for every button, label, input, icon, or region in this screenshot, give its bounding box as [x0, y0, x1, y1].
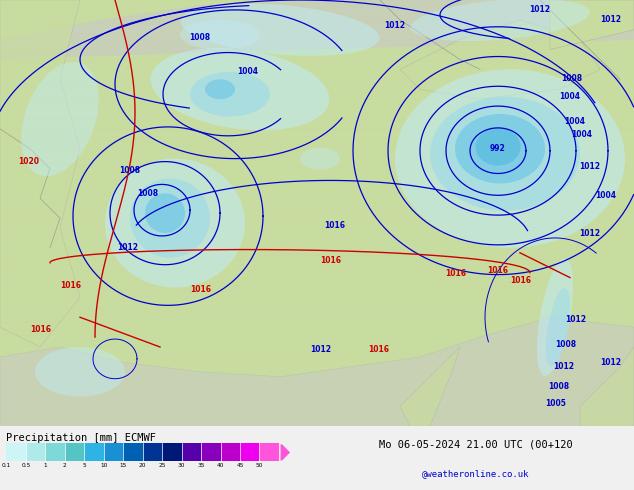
Bar — [123, 443, 143, 462]
Text: 0.1: 0.1 — [2, 463, 11, 467]
Text: 1016: 1016 — [190, 286, 211, 294]
Ellipse shape — [130, 178, 210, 258]
Text: 1008: 1008 — [562, 74, 583, 83]
Ellipse shape — [455, 114, 545, 183]
Text: 20: 20 — [139, 463, 146, 467]
Bar — [181, 443, 201, 462]
Polygon shape — [400, 20, 600, 99]
Ellipse shape — [180, 3, 380, 56]
Text: 1012: 1012 — [600, 15, 621, 24]
Text: 1004: 1004 — [571, 130, 593, 139]
Text: 1008: 1008 — [548, 382, 569, 391]
Ellipse shape — [21, 62, 99, 176]
Bar — [240, 443, 259, 462]
Ellipse shape — [537, 259, 573, 376]
Text: 1008: 1008 — [555, 340, 576, 349]
Text: 10: 10 — [100, 463, 107, 467]
Text: 1012: 1012 — [553, 362, 574, 371]
Bar — [6, 443, 26, 462]
Text: 1008: 1008 — [190, 33, 210, 42]
Bar — [26, 443, 45, 462]
Text: 1004: 1004 — [238, 67, 259, 76]
Ellipse shape — [546, 288, 570, 366]
FancyArrow shape — [280, 444, 290, 461]
Polygon shape — [0, 317, 634, 426]
Text: 2: 2 — [63, 463, 67, 467]
Ellipse shape — [151, 48, 329, 130]
Polygon shape — [580, 347, 634, 426]
Text: Precipitation [mm] ECMWF: Precipitation [mm] ECMWF — [6, 433, 157, 443]
Text: 1004: 1004 — [564, 117, 586, 126]
Ellipse shape — [190, 72, 270, 117]
Polygon shape — [0, 0, 634, 59]
Ellipse shape — [476, 128, 521, 166]
Text: 0.5: 0.5 — [21, 463, 30, 467]
Ellipse shape — [300, 147, 340, 170]
Ellipse shape — [35, 347, 125, 396]
Text: 40: 40 — [217, 463, 224, 467]
Text: 1012: 1012 — [579, 229, 600, 238]
Bar — [162, 443, 181, 462]
Ellipse shape — [180, 20, 260, 49]
Text: 1020: 1020 — [18, 157, 39, 166]
Bar — [201, 443, 221, 462]
Text: 30: 30 — [178, 463, 185, 467]
Text: 1016: 1016 — [487, 266, 508, 274]
Ellipse shape — [145, 194, 185, 233]
Bar — [84, 443, 104, 462]
Text: 1012: 1012 — [117, 243, 138, 252]
Text: 1004: 1004 — [559, 92, 581, 101]
Text: 1012: 1012 — [529, 5, 550, 14]
Text: 1012: 1012 — [579, 162, 600, 171]
Text: 15: 15 — [119, 463, 127, 467]
Text: 5: 5 — [82, 463, 86, 467]
Text: 1012: 1012 — [310, 345, 331, 354]
Ellipse shape — [105, 159, 245, 288]
Bar — [65, 443, 84, 462]
Bar — [143, 443, 162, 462]
Text: 1008: 1008 — [138, 189, 158, 198]
Bar — [259, 443, 279, 462]
Text: 25: 25 — [158, 463, 166, 467]
Polygon shape — [550, 0, 634, 49]
Text: @weatheronline.co.uk: @weatheronline.co.uk — [422, 469, 529, 478]
Text: 1012: 1012 — [384, 21, 406, 30]
Polygon shape — [0, 0, 80, 347]
Text: 1004: 1004 — [595, 191, 616, 200]
Text: 1016: 1016 — [325, 221, 346, 230]
Polygon shape — [400, 347, 460, 426]
Bar — [104, 443, 123, 462]
Text: 1016: 1016 — [510, 275, 531, 285]
Ellipse shape — [430, 97, 580, 211]
Text: 1012: 1012 — [565, 315, 586, 324]
Text: 1016: 1016 — [30, 325, 51, 334]
Text: Mo 06-05-2024 21.00 UTC (00+120: Mo 06-05-2024 21.00 UTC (00+120 — [378, 440, 573, 449]
Ellipse shape — [395, 70, 625, 248]
Text: 992: 992 — [490, 144, 506, 153]
Ellipse shape — [205, 79, 235, 99]
Bar — [45, 443, 65, 462]
Text: 50: 50 — [256, 463, 263, 467]
Text: 1: 1 — [44, 463, 47, 467]
Text: 45: 45 — [236, 463, 243, 467]
Text: 1008: 1008 — [119, 167, 141, 175]
Text: 1005: 1005 — [545, 399, 566, 409]
Text: 35: 35 — [197, 463, 205, 467]
Text: 1016: 1016 — [368, 345, 389, 354]
Text: 1012: 1012 — [600, 358, 621, 367]
Text: 1016: 1016 — [320, 256, 341, 265]
Bar — [221, 443, 240, 462]
Text: 1016: 1016 — [445, 269, 466, 278]
Text: 1016: 1016 — [60, 280, 81, 290]
Ellipse shape — [410, 0, 590, 41]
